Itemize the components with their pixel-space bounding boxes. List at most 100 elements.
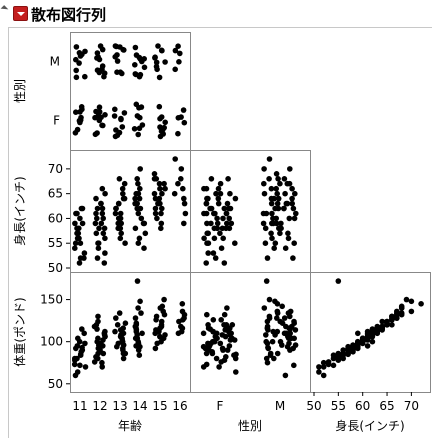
- data-point: [291, 215, 298, 222]
- data-point: [281, 205, 287, 212]
- data-point: [138, 310, 144, 316]
- data-point: [152, 210, 159, 217]
- data-point: [261, 166, 267, 172]
- data-point: [226, 225, 233, 232]
- data-point: [262, 240, 269, 246]
- data-point: [74, 210, 80, 217]
- data-point: [266, 296, 273, 303]
- data-point: [384, 318, 390, 325]
- data-point: [172, 156, 178, 162]
- data-point: [220, 235, 226, 242]
- data-point: [99, 364, 105, 370]
- data-point: [159, 190, 165, 197]
- data-point: [223, 210, 230, 217]
- data-point: [261, 305, 268, 311]
- data-point: [389, 322, 395, 328]
- data-point: [268, 195, 275, 202]
- data-point: [374, 325, 381, 332]
- data-point: [285, 235, 292, 242]
- data-point: [134, 278, 141, 284]
- data-point: [320, 359, 327, 366]
- data-point: [77, 53, 84, 59]
- data-point: [274, 301, 281, 307]
- data-point: [77, 362, 83, 369]
- data-point: [355, 340, 361, 347]
- cell-2-2: [316, 278, 424, 379]
- data-point: [275, 205, 282, 212]
- data-point: [115, 340, 122, 347]
- outline-header: 散布図行列: [0, 0, 433, 30]
- data-point: [276, 225, 282, 232]
- data-point: [97, 43, 104, 49]
- data-point: [158, 323, 165, 330]
- data-point: [99, 205, 106, 212]
- data-point: [159, 303, 166, 310]
- x-tick-label: 13: [112, 399, 127, 413]
- data-point: [292, 327, 299, 333]
- data-point: [282, 190, 288, 197]
- data-point: [102, 112, 108, 118]
- data-point: [281, 176, 288, 182]
- data-point: [157, 133, 164, 140]
- data-point: [157, 185, 163, 192]
- data-point: [153, 176, 160, 182]
- data-point: [95, 335, 101, 342]
- data-point: [71, 361, 78, 368]
- data-point: [291, 318, 297, 325]
- data-point: [228, 220, 235, 227]
- data-point: [72, 245, 78, 251]
- data-point: [290, 255, 296, 261]
- data-point: [200, 343, 207, 350]
- data-point: [274, 200, 281, 207]
- data-point: [112, 43, 119, 49]
- data-point: [132, 200, 138, 207]
- data-point: [156, 180, 163, 187]
- data-point: [112, 106, 118, 113]
- data-point: [75, 230, 82, 237]
- data-point: [135, 240, 142, 246]
- data-point: [160, 308, 166, 315]
- data-point: [227, 190, 233, 197]
- data-point: [102, 328, 108, 335]
- cell-frame-0-0: [70, 32, 191, 151]
- y-tick-label: 50: [48, 261, 63, 275]
- data-point: [152, 205, 159, 212]
- data-point: [112, 133, 119, 140]
- data-point: [142, 230, 149, 237]
- data-point: [213, 355, 220, 362]
- data-point: [79, 344, 85, 351]
- data-point: [93, 230, 100, 237]
- data-point: [114, 58, 121, 64]
- data-point: [219, 345, 226, 352]
- cell-frame-2-0: [70, 272, 191, 393]
- data-point: [268, 230, 274, 237]
- data-point: [101, 260, 108, 266]
- data-point: [72, 372, 79, 379]
- red-hotspot-menu-icon[interactable]: [13, 6, 28, 21]
- data-point: [182, 210, 189, 217]
- data-point: [233, 369, 239, 375]
- data-point: [118, 332, 124, 338]
- data-point: [213, 190, 219, 197]
- data-point: [292, 342, 299, 348]
- data-point: [141, 56, 147, 62]
- data-point: [120, 325, 126, 332]
- data-point: [219, 332, 226, 338]
- data-point: [121, 110, 128, 116]
- data-point: [289, 200, 296, 207]
- data-point: [218, 359, 224, 365]
- data-point: [215, 195, 222, 202]
- data-point: [98, 200, 104, 207]
- data-point: [266, 176, 272, 182]
- x-axis-label: 年齢: [118, 418, 142, 433]
- data-point: [115, 200, 122, 207]
- tick-labels: F M 50 55 60 65 70 50 100 150 11 12 13 14 15 16 F M 50 55 60…: [40, 55, 419, 414]
- data-point: [263, 355, 270, 362]
- data-point: [121, 195, 128, 202]
- data-point: [119, 185, 126, 192]
- data-point: [155, 200, 161, 207]
- data-point: [180, 107, 187, 113]
- data-point: [214, 215, 220, 222]
- data-point: [153, 313, 160, 320]
